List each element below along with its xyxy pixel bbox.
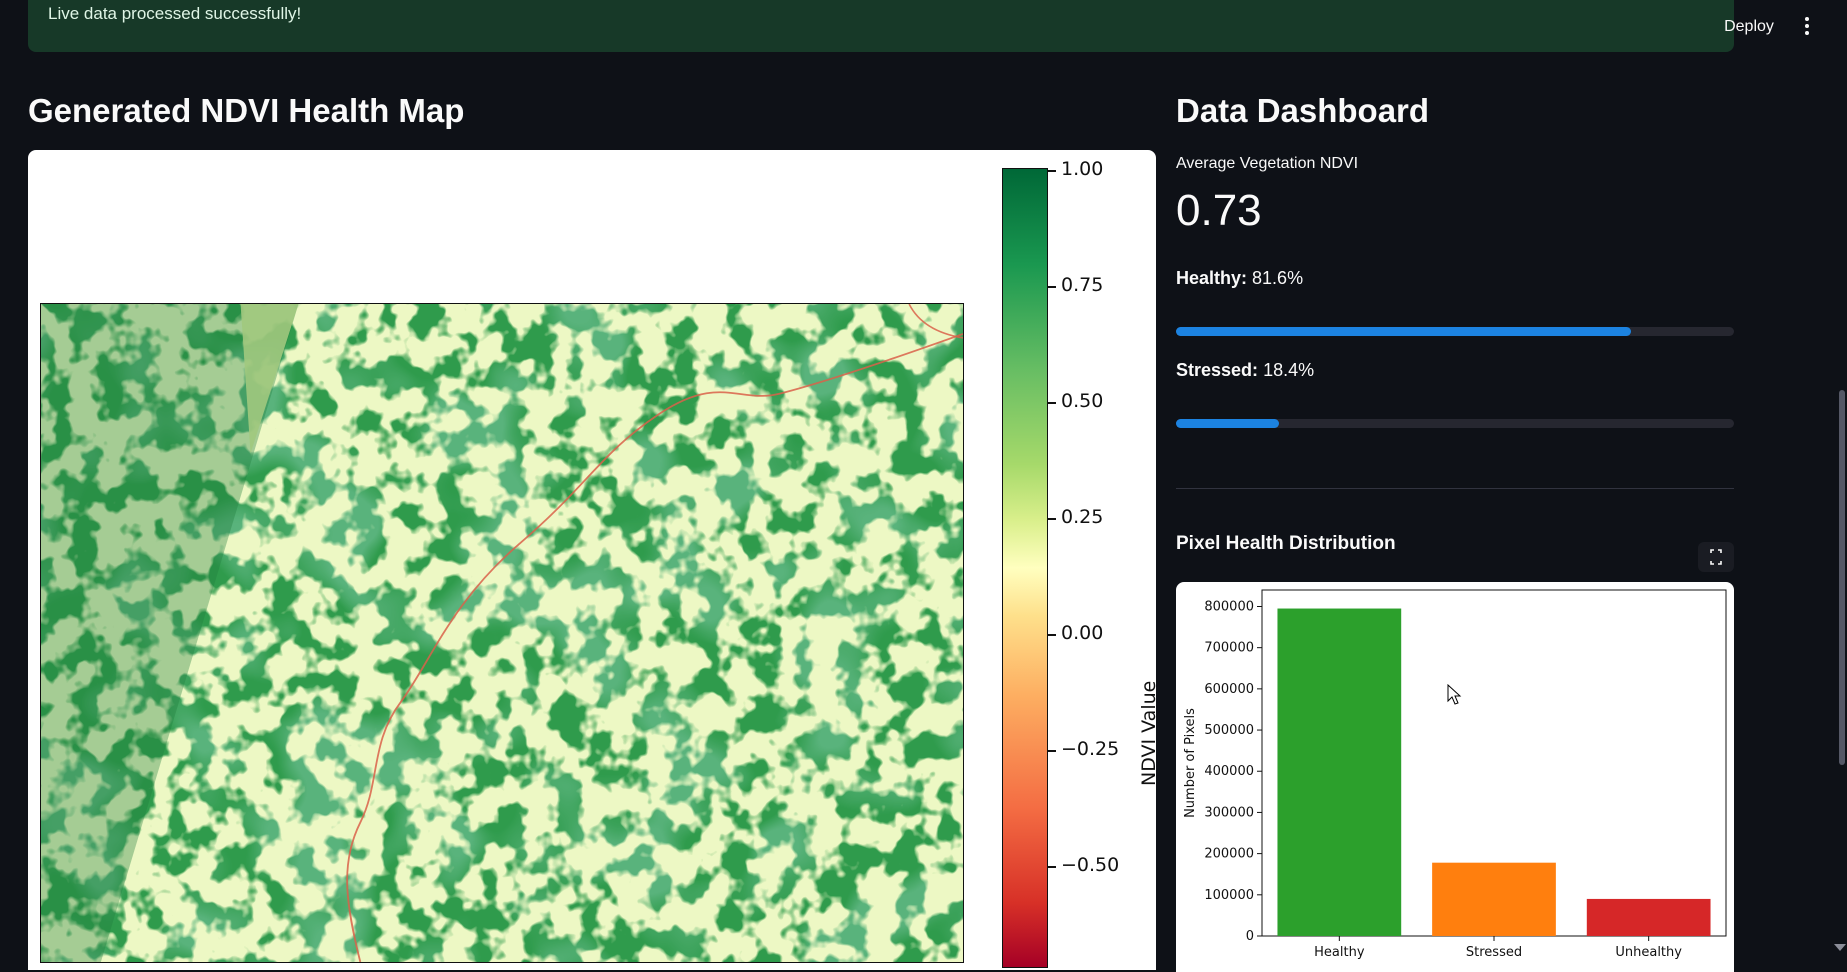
- ndvi-map-image: [40, 303, 964, 963]
- stressed-label: Stressed:: [1176, 360, 1259, 380]
- colorbar-title: NDVI Value: [1138, 680, 1156, 786]
- fullscreen-icon[interactable]: [1698, 542, 1734, 572]
- bar-unhealthy: [1586, 898, 1711, 936]
- divider: [1176, 488, 1734, 489]
- y-tick-label: 500000: [1204, 723, 1254, 738]
- map-section-title: Generated NDVI Health Map: [28, 92, 465, 129]
- chart-title: Pixel Health Distribution: [1176, 533, 1396, 554]
- colorbar-tick: [1048, 402, 1056, 404]
- colorbar-tick-label: 0.25: [1061, 506, 1104, 528]
- success-banner: Live data processed successfully!: [28, 0, 1734, 52]
- colorbar-tick-label: 1.00: [1061, 158, 1104, 180]
- y-tick-label: 200000: [1204, 847, 1254, 862]
- mouse-cursor-icon: [1447, 684, 1462, 705]
- colorbar-tick: [1048, 866, 1056, 868]
- y-tick-label: 700000: [1204, 641, 1254, 656]
- y-tick-label: 300000: [1204, 805, 1254, 820]
- colorbar-tick-label: −0.25: [1061, 738, 1120, 760]
- y-axis-label: Number of Pixels: [1183, 708, 1198, 818]
- stressed-progress-fill: [1176, 419, 1279, 428]
- pixel-health-chart: 0 100000 200000 300000 400000 500000 600000 700…: [1176, 582, 1734, 972]
- colorbar-tick: [1048, 750, 1056, 752]
- metric-label: Average Vegetation NDVI: [1176, 155, 1359, 172]
- y-tick-label: 0: [1246, 929, 1254, 944]
- healthy-progress-fill: [1176, 327, 1632, 336]
- bar-healthy: [1277, 608, 1402, 936]
- page-scrollbar[interactable]: [1839, 390, 1845, 765]
- y-tick-label: 800000: [1204, 599, 1254, 614]
- colorbar-tick-label: 0.75: [1061, 274, 1104, 296]
- bar-chart-svg: 0 100000 200000 300000 400000 500000 600000 700…: [1183, 589, 1727, 960]
- healthy-label: Healthy:: [1176, 268, 1248, 288]
- scroll-down-icon[interactable]: [1834, 944, 1846, 951]
- y-tick-label: 400000: [1204, 764, 1254, 779]
- dashboard-title: Data Dashboard: [1176, 92, 1430, 129]
- x-tick-label: Stressed: [1466, 945, 1522, 960]
- deploy-button[interactable]: Deploy: [1714, 12, 1784, 40]
- stressed-stat: Stressed: 18.4%: [1176, 360, 1314, 381]
- healthy-value: 81.6%: [1252, 268, 1304, 288]
- colorbar-tick: [1048, 518, 1056, 520]
- x-tick-label: Unhealthy: [1615, 945, 1682, 960]
- colorbar-tick-label: −0.50: [1061, 854, 1120, 876]
- colorbar-tick: [1048, 286, 1056, 288]
- bar-stressed: [1432, 862, 1556, 936]
- stressed-value: 18.4%: [1263, 360, 1315, 380]
- colorbar-tick-label: 0.50: [1061, 390, 1104, 412]
- y-tick-label: 100000: [1204, 888, 1254, 903]
- stressed-progress-bar: [1176, 419, 1734, 428]
- x-tick-label: Healthy: [1314, 945, 1365, 960]
- metric-value: 0.73: [1176, 186, 1262, 235]
- colorbar-tick: [1048, 170, 1056, 172]
- colorbar-tick-label: 0.00: [1061, 622, 1104, 644]
- more-vertical-icon[interactable]: [1797, 12, 1817, 40]
- colorbar-tick: [1048, 634, 1056, 636]
- ndvi-map-figure: NDVI Value 1.00 0.75 0.50 0.25 0.00 −0.25 −0.5…: [28, 150, 1156, 970]
- success-message: Live data processed successfully!: [48, 4, 302, 23]
- healthy-stat: Healthy: 81.6%: [1176, 268, 1303, 289]
- ndvi-colorbar: [1002, 168, 1048, 968]
- y-tick-label: 600000: [1204, 682, 1254, 697]
- healthy-progress-bar: [1176, 327, 1734, 336]
